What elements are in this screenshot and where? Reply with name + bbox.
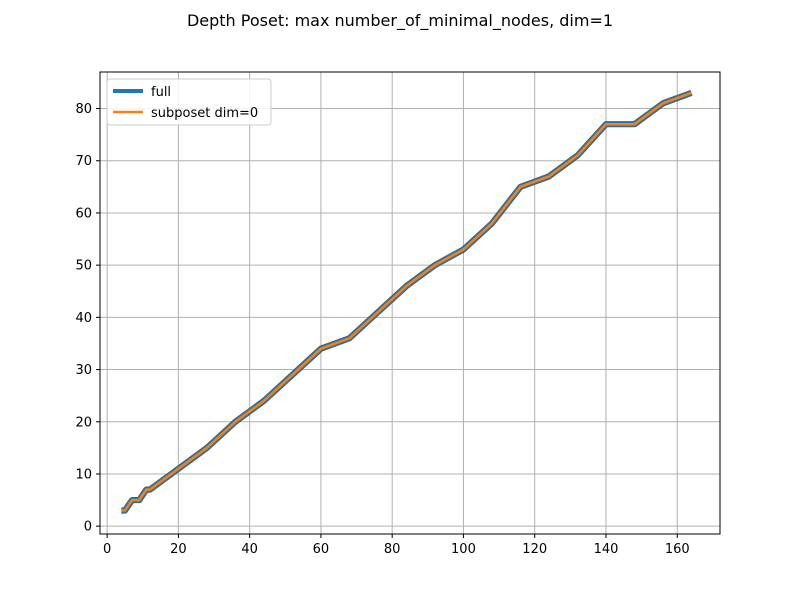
legend-label-subposet: subposet dim=0	[151, 106, 258, 121]
series-line-subposet-dim0	[121, 91, 692, 512]
y-tick-label: 30	[75, 363, 92, 378]
x-tick-label: 40	[241, 542, 258, 557]
x-tick-label: 100	[451, 542, 476, 557]
y-tick-label: 0	[84, 520, 92, 535]
y-tick-label: 70	[75, 154, 92, 169]
grid-lines	[100, 72, 720, 534]
y-tick-label: 10	[75, 467, 92, 482]
legend-label-full: full	[151, 85, 171, 100]
axis-ticks: 0 20 40 60 80 100 120 140 160 0 10 20 30 40 50 60 70 80	[75, 102, 689, 557]
series-lines	[121, 89, 693, 514]
y-tick-label: 40	[75, 311, 92, 326]
x-tick-label: 20	[170, 542, 187, 557]
y-tick-label: 80	[75, 102, 92, 117]
y-tick-label: 50	[75, 259, 92, 274]
x-tick-label: 60	[313, 542, 330, 557]
x-tick-label: 0	[103, 542, 111, 557]
plot-area-frame	[99, 71, 721, 535]
x-tick-label: 80	[384, 542, 401, 557]
legend: full subposet dim=0	[106, 78, 272, 126]
y-tick-label: 20	[75, 415, 92, 430]
x-tick-label: 120	[522, 542, 547, 557]
x-tick-label: 140	[594, 542, 619, 557]
x-tick-label: 160	[665, 542, 690, 557]
legend-box	[106, 78, 272, 126]
chart-title: Depth Poset: max number_of_minimal_nodes…	[187, 11, 613, 31]
y-tick-label: 60	[75, 206, 92, 221]
